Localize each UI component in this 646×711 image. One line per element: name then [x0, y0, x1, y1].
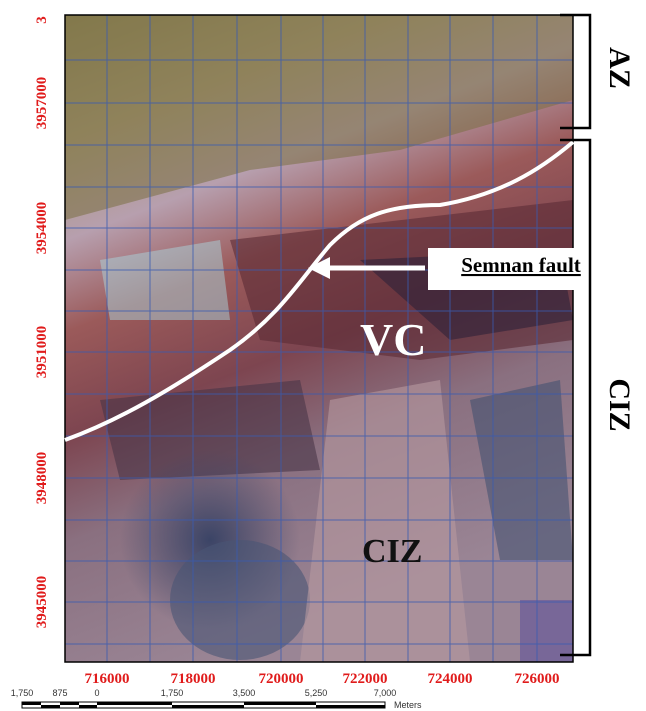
- y-label: 3948000: [34, 452, 50, 505]
- x-labels: 716000 718000 720000 722000 724000 72600…: [85, 671, 560, 687]
- x-label: 726000: [515, 671, 560, 687]
- y-labels: 3 3957000 3954000 3951000 3948000 394500…: [34, 16, 50, 628]
- x-label: 718000: [171, 671, 216, 687]
- scale-label: 3,500: [233, 688, 256, 698]
- y-label: 3951000: [34, 326, 50, 379]
- x-label: 722000: [343, 671, 388, 687]
- map-figure: Semnan fault VC CIZ AZ CIZ 3 3957000 395…: [0, 0, 646, 711]
- scale-label: 0: [94, 688, 99, 698]
- x-label: 724000: [428, 671, 473, 687]
- y-label: 3954000: [34, 202, 50, 255]
- scale-label: 1,750: [11, 688, 34, 698]
- scale-label: 1,750: [161, 688, 184, 698]
- fault-label: Semnan fault: [461, 253, 581, 277]
- y-label: 3945000: [34, 576, 50, 629]
- x-label: 720000: [259, 671, 304, 687]
- zone-center-label: CIZ: [362, 533, 422, 570]
- zone-right-label: CIZ: [603, 378, 636, 431]
- y-label: 3: [34, 16, 50, 24]
- complex-label: VC: [360, 314, 426, 365]
- x-label: 716000: [85, 671, 130, 687]
- scale-label: 7,000: [374, 688, 397, 698]
- scale-label: 5,250: [305, 688, 328, 698]
- scale-label: 875: [52, 688, 67, 698]
- scale-unit: Meters: [394, 700, 422, 710]
- zone-top-label: AZ: [603, 47, 636, 89]
- scale-bar: 1,750 875 0 1,750 3,500 5,250 7,000 Mete…: [11, 688, 422, 710]
- y-label: 3957000: [34, 77, 50, 130]
- satellite-image: [65, 15, 573, 662]
